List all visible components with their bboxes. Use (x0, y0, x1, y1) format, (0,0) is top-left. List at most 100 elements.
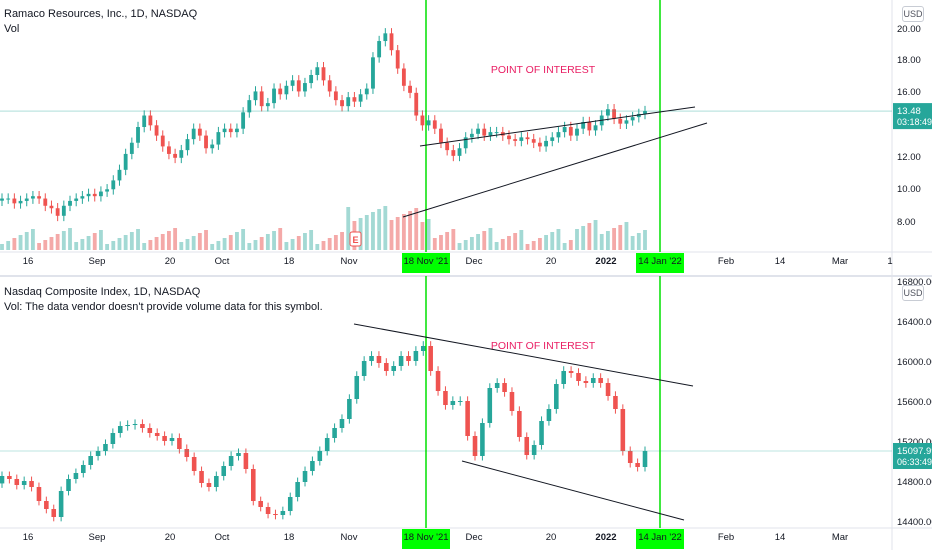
x-tick-label: 16 (23, 256, 34, 267)
candle-body (86, 193, 91, 197)
candle-body (37, 196, 42, 199)
candle-body (537, 142, 542, 147)
candle-body (221, 466, 227, 476)
candle-body (160, 135, 165, 147)
candle-body (389, 33, 394, 51)
candle-body (6, 198, 11, 200)
candle-body (561, 371, 566, 384)
candle-body (624, 120, 629, 124)
y-tick-label: 8.00 (897, 217, 916, 228)
x-tick-label: Feb (718, 532, 734, 543)
y-tick-label: 14400.00 (897, 517, 932, 528)
y-tick-label: 15600.00 (897, 397, 932, 408)
volume-bar (445, 232, 450, 250)
volume-bar (129, 232, 134, 250)
candle-body (581, 122, 586, 129)
candle-body (546, 409, 552, 421)
candle-body (583, 381, 589, 383)
candle-body (346, 97, 351, 107)
candle-body (154, 433, 160, 436)
candle-body (210, 144, 215, 149)
last-price-value: 13.48 (897, 106, 921, 117)
x-tick-label: Feb (718, 256, 734, 267)
volume-bar (605, 231, 610, 250)
volume-bar (618, 225, 623, 250)
candle-body (327, 80, 332, 92)
candle-body (376, 356, 382, 363)
candle-body (302, 471, 308, 482)
volume-bar (185, 239, 190, 250)
candle-body (132, 424, 138, 425)
x-tick-label: 20 (165, 256, 176, 267)
candle-body (228, 456, 234, 466)
volume-bar (235, 232, 239, 250)
volume-bar (488, 228, 493, 250)
x-tick-label: 14 (775, 532, 786, 543)
candle-body (519, 137, 524, 141)
candle-body (51, 509, 57, 517)
y-tick-label: 16000.00 (897, 357, 932, 368)
candle-body (354, 376, 360, 399)
candle-body (162, 436, 167, 441)
x-tick-label: Mar (832, 256, 848, 267)
candle-body (476, 128, 480, 134)
earnings-marker-label: E (352, 235, 358, 245)
volume-bar (507, 236, 511, 250)
highlight-date-label: 14 Jan '22 (638, 532, 682, 543)
candle-body (278, 88, 283, 95)
volume-bar (18, 235, 23, 250)
volume-bar (439, 235, 443, 250)
candle-body (142, 115, 147, 127)
candle-body (309, 75, 314, 84)
candle-body (191, 457, 197, 471)
candle-body (253, 91, 258, 101)
currency-selector-nasdaq[interactable]: USD (902, 285, 924, 301)
volume-note-nasdaq: Vol: The data vendor doesn't provide vol… (4, 301, 323, 313)
volume-bar (636, 233, 641, 250)
y-tick-label: 16800.00 (897, 277, 932, 288)
volume-bar (43, 240, 48, 250)
candle-body (332, 428, 337, 438)
candle-body (590, 378, 596, 383)
candle-body (197, 128, 202, 136)
candle-body (0, 476, 5, 484)
candle-body (587, 122, 592, 131)
x-tick-label: 2022 (595, 256, 616, 267)
candle-body (420, 346, 426, 351)
candle-body (364, 88, 369, 95)
candle-body (303, 83, 307, 92)
highlight-date-tag (636, 529, 684, 549)
volume-bar (228, 235, 233, 250)
volume-bar (191, 236, 196, 250)
volume-bar (68, 228, 72, 250)
y-tick-label: 14800.00 (897, 477, 932, 488)
volume-bar (624, 222, 629, 250)
candle-body (222, 128, 227, 133)
candle-body (620, 409, 626, 451)
volume-bar (74, 242, 79, 250)
candle-body (273, 514, 278, 515)
x-tick-label: Dec (466, 532, 483, 543)
volume-bar (272, 231, 276, 250)
candle-body (457, 401, 463, 402)
currency-selector-ramaco[interactable]: USD (902, 6, 924, 22)
candle-body (43, 198, 48, 206)
candle-body (250, 469, 256, 501)
candle-body (7, 476, 12, 479)
volume-bar (630, 236, 635, 250)
candle-body (391, 366, 397, 371)
candle-body (103, 444, 108, 451)
volume-bar (575, 229, 579, 250)
candle-body (457, 148, 462, 156)
candle-body (605, 383, 611, 396)
volume-bar (562, 243, 567, 250)
candle-body (333, 91, 338, 101)
candle-body (321, 67, 326, 81)
candle-body (513, 139, 518, 141)
volume-bar (55, 234, 60, 250)
candle-body (206, 483, 212, 487)
volume-bar (142, 243, 147, 250)
volume-bar (222, 238, 227, 250)
candle-body (439, 128, 443, 143)
